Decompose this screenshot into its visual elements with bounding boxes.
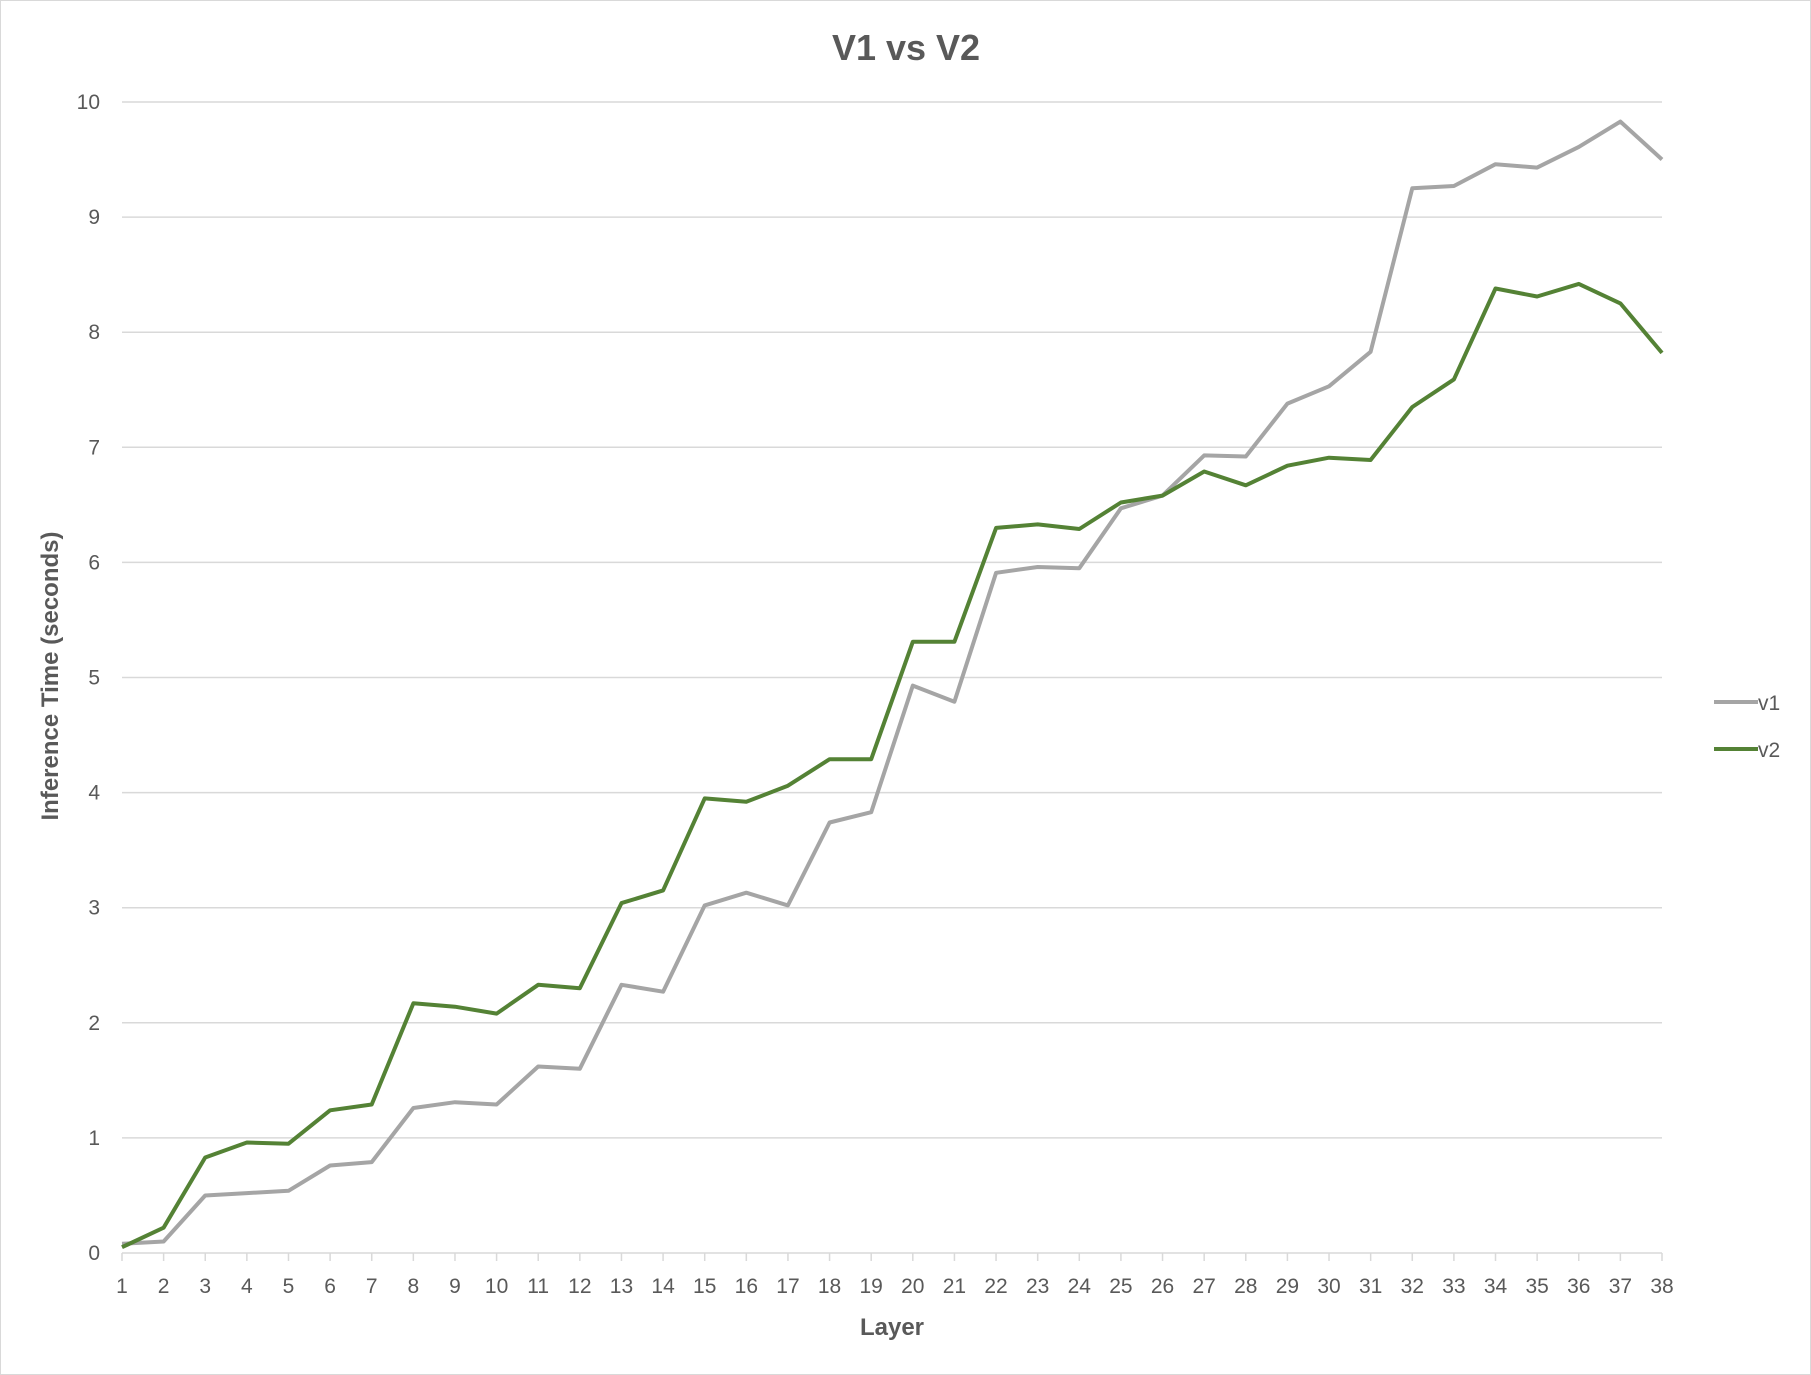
x-tick-label: 37: [1609, 1275, 1632, 1298]
x-tick-label: 34: [1484, 1275, 1508, 1298]
x-tick-label: 8: [408, 1275, 420, 1298]
x-tick-label: 7: [366, 1275, 378, 1298]
x-tick-label: 26: [1151, 1275, 1174, 1298]
x-tick-label: 14: [651, 1275, 675, 1298]
x-tick-label: 31: [1359, 1275, 1382, 1298]
legend: v1 v2: [1714, 692, 1780, 762]
x-tick-label: 2: [158, 1275, 170, 1298]
x-tick-label: 23: [1026, 1275, 1049, 1298]
series-line-v2: [121, 281, 1664, 1250]
x-tick-label: 15: [693, 1275, 716, 1298]
x-tick-label: 27: [1192, 1275, 1215, 1298]
x-tick-label: 33: [1442, 1275, 1465, 1298]
y-tick-label: 3: [88, 897, 100, 920]
x-tick-label: 3: [199, 1275, 211, 1298]
x-tick-label: 29: [1276, 1275, 1299, 1298]
legend-label: v1: [1758, 692, 1780, 715]
legend-item-v2: v2: [1714, 739, 1780, 762]
legend-label: v2: [1758, 739, 1780, 762]
x-tick-label: 24: [1068, 1275, 1092, 1298]
x-tick-label: 4: [241, 1275, 253, 1298]
x-tick-label: 22: [984, 1275, 1007, 1298]
x-tick-label: 18: [818, 1275, 841, 1298]
x-tick-label: 35: [1525, 1275, 1548, 1298]
y-tick-label: 4: [88, 782, 100, 805]
x-tick-label: 5: [283, 1275, 295, 1298]
x-axis-title: Layer: [860, 1314, 924, 1341]
y-tick-label: 5: [88, 667, 100, 690]
series-line-v1: [121, 119, 1664, 1246]
y-tick-label: 9: [88, 206, 100, 229]
x-tick-label: 38: [1650, 1275, 1673, 1298]
x-tick-label: 32: [1401, 1275, 1424, 1298]
x-tick-label: 13: [610, 1275, 633, 1298]
gridlines: [122, 101, 1662, 1139]
series-v1: [121, 119, 1664, 1246]
y-tick-label: 10: [77, 91, 100, 114]
x-tick-label: 19: [860, 1275, 883, 1298]
x-tick-label: 21: [943, 1275, 966, 1298]
y-tick-label: 6: [88, 551, 100, 574]
x-tick-label: 11: [527, 1275, 549, 1298]
y-tick-label: 2: [88, 1012, 100, 1035]
series-v2: [121, 281, 1664, 1250]
x-tick-label: 12: [568, 1275, 591, 1298]
x-tick-label: 1: [116, 1275, 128, 1298]
series-lines: [121, 119, 1664, 1250]
y-axis-title: Inference Time (seconds): [37, 532, 64, 821]
x-tick-label: 20: [901, 1275, 924, 1298]
x-tick-label: 16: [735, 1275, 758, 1298]
y-tick-label: 8: [88, 321, 100, 344]
x-tick-label: 30: [1317, 1275, 1340, 1298]
y-tick-label: 0: [88, 1242, 100, 1265]
x-tick-label: 6: [324, 1275, 336, 1298]
x-tick-label: 28: [1234, 1275, 1257, 1298]
x-tick-label: 17: [776, 1275, 799, 1298]
x-tick-label: 25: [1109, 1275, 1132, 1298]
x-tick-label: 9: [449, 1275, 461, 1298]
y-tick-label: 1: [88, 1127, 100, 1150]
x-tick-label: 10: [485, 1275, 508, 1298]
x-tick-label: 36: [1567, 1275, 1590, 1298]
legend-item-v1: v1: [1714, 692, 1780, 715]
chart-title: V1 vs V2: [832, 27, 980, 68]
y-tick-label: 7: [88, 436, 100, 459]
